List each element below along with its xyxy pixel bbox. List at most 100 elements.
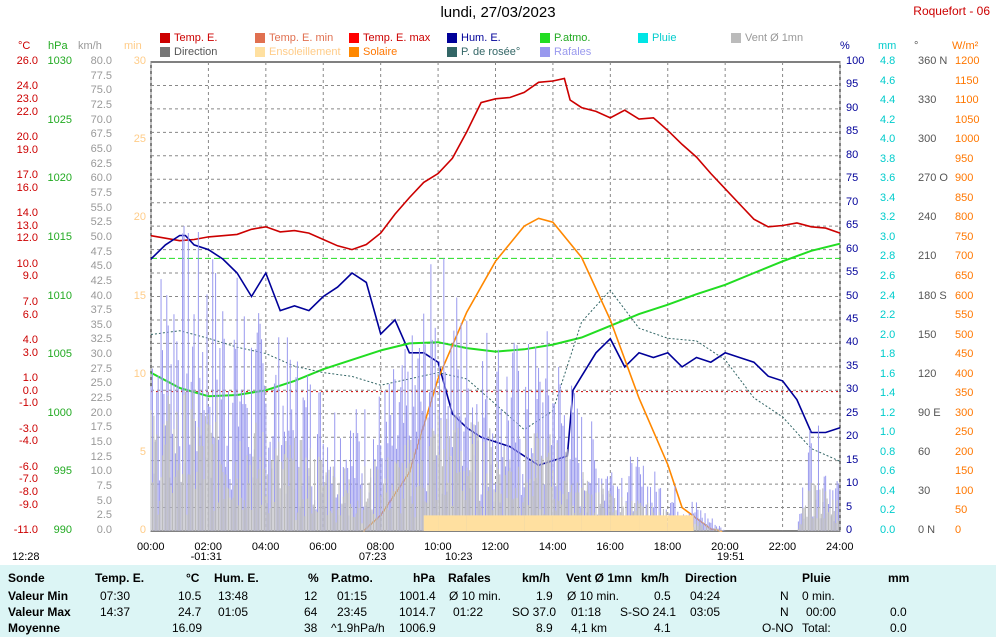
solar-tick: 350 [955,387,974,400]
wind-tick: 62.5 [90,157,112,170]
time-tick: 16:00 [596,541,624,553]
wind-tick: 65.0 [90,142,112,155]
rain-tick: 0.2 [880,504,896,517]
sun-tick: 25 [133,133,146,146]
stats-head-sonde: Sonde [8,571,45,585]
sunshine-bar-4 [524,515,553,531]
dir-tick: 360 N [918,55,948,67]
temp-tick: 13.0 [16,219,38,232]
solar-tick: 950 [955,152,974,165]
time-marker: -01:31 [190,551,222,563]
legend-swatch [540,47,550,57]
rain-tick: 0.8 [880,445,896,458]
legend-item-ensoleillement: Ensoleillement [255,46,341,58]
time-tick: 22:00 [768,541,797,553]
solar-tick: 0 [955,524,962,536]
sunshine-bar-1 [438,515,467,531]
wind-tick: 10.0 [90,465,112,478]
dir-tick: 180 S [918,289,947,302]
stats-head-hum: Hum. E. [214,571,259,585]
sunshine-bar-5 [552,515,582,531]
wind-tick: 2.5 [96,509,112,522]
temp-tick: 20.0 [16,131,38,144]
rain-tick: 1.6 [880,367,896,380]
solar-tick: 400 [955,367,974,380]
max-dir-time: 03:05 [690,605,721,619]
time-tick: 02:00 [194,541,222,553]
hum-tick: 5 [846,500,853,513]
max-hum-value: 64 [304,605,318,619]
station-name[interactable]: Roquefort - 06 [913,4,990,18]
hum-tick: 45 [846,312,859,325]
stats-head-gust: Rafales [448,571,491,585]
wind-tick: 12.5 [90,450,112,463]
hum-tick: 20 [846,430,859,443]
rain-tick: 2.0 [880,328,896,341]
legend-swatch [255,47,265,57]
sunshine-bar-6 [581,515,611,531]
temp-tick: 16.0 [16,181,38,194]
max-press-time: 23:45 [337,605,368,619]
rain-tick: 3.6 [880,172,896,185]
hum-tick: 40 [846,336,859,349]
hum-tick: 55 [846,266,859,279]
stats-head-rain-unit: mm [888,571,910,585]
temp-tick: -8.0 [19,485,38,498]
temp-tick: -4.0 [19,435,38,448]
time-marker: 12:28 [12,551,40,563]
solar-tick: 1100 [955,94,979,107]
dir-tick: 210 [918,250,937,263]
legend-label: P.atmo. [554,32,591,44]
min-wind-value: 0.5 [654,589,671,603]
avg-dir-value: O-NO [762,621,794,635]
wind-tick: 75.0 [90,84,112,97]
dir-tick: 150 [918,328,937,341]
stats-table: Sonde Temp. E. °C Hum. E. % P.atmo. hPa … [0,565,996,637]
legend-swatch [349,47,359,57]
dir-tick: 90 E [918,406,941,419]
dir-tick: 330 [918,94,937,107]
stats-head-temp: Temp. E. [95,571,145,585]
legend-item-hum-e: Hum. E. [447,32,501,44]
legend-label: Temp. E. [174,32,218,44]
min-rain-time: 0 min. [802,589,835,603]
legend-label: Temp. E. min [269,32,334,44]
temp-tick: 9.0 [22,270,38,283]
sun-tick: 30 [133,55,146,67]
legend-item-vent-1mn: Vent Ø 1mn [731,32,803,44]
stats-head-wind: Vent Ø 1mn [566,571,633,585]
avg-gust-value: 8.9 [536,621,553,635]
temp-tick: 4.0 [22,333,38,346]
press-tick: 1030 [47,55,72,67]
dir-tick: 60 [918,445,931,458]
solar-tick: 50 [955,504,968,517]
hum-e-line [150,234,841,467]
legend-swatch [731,33,741,43]
solar-tick: 700 [955,250,974,263]
hum-tick: 0 [846,524,853,536]
max-temp-value: 24.7 [178,605,202,619]
legend-label: P. de rosée° [461,46,521,58]
legend-item-p-de-ros-e: P. de rosée° [447,46,520,58]
solar-tick: 300 [955,406,974,419]
unit-rain: mm [878,40,897,52]
rain-tick: 3.2 [880,211,896,224]
wind-tick: 32.5 [90,333,112,346]
chart-title: lundi, 27/03/2023 [440,4,556,21]
legend-item-temp-e-max: Temp. E. max [349,32,430,44]
solar-tick: 800 [955,211,974,224]
hum-tick: 100 [846,55,865,67]
temp-tick: -11.0 [13,524,38,536]
time-marker: 10:23 [444,551,473,563]
stats-head-temp-unit: °C [186,571,200,585]
wind-tick: 45.0 [90,260,112,273]
legend-item-p-atmo: P.atmo. [540,32,591,44]
temp-tick: 26.0 [16,55,38,67]
time-marker: 19:51 [716,551,745,563]
solar-tick: 1150 [955,74,979,87]
temp-tick: -6.0 [19,460,38,473]
hum-tick: 35 [846,359,859,372]
solar-tick: 1050 [955,113,980,126]
rain-tick: 4.4 [880,94,896,107]
stats-head-gust-unit: km/h [522,571,551,585]
